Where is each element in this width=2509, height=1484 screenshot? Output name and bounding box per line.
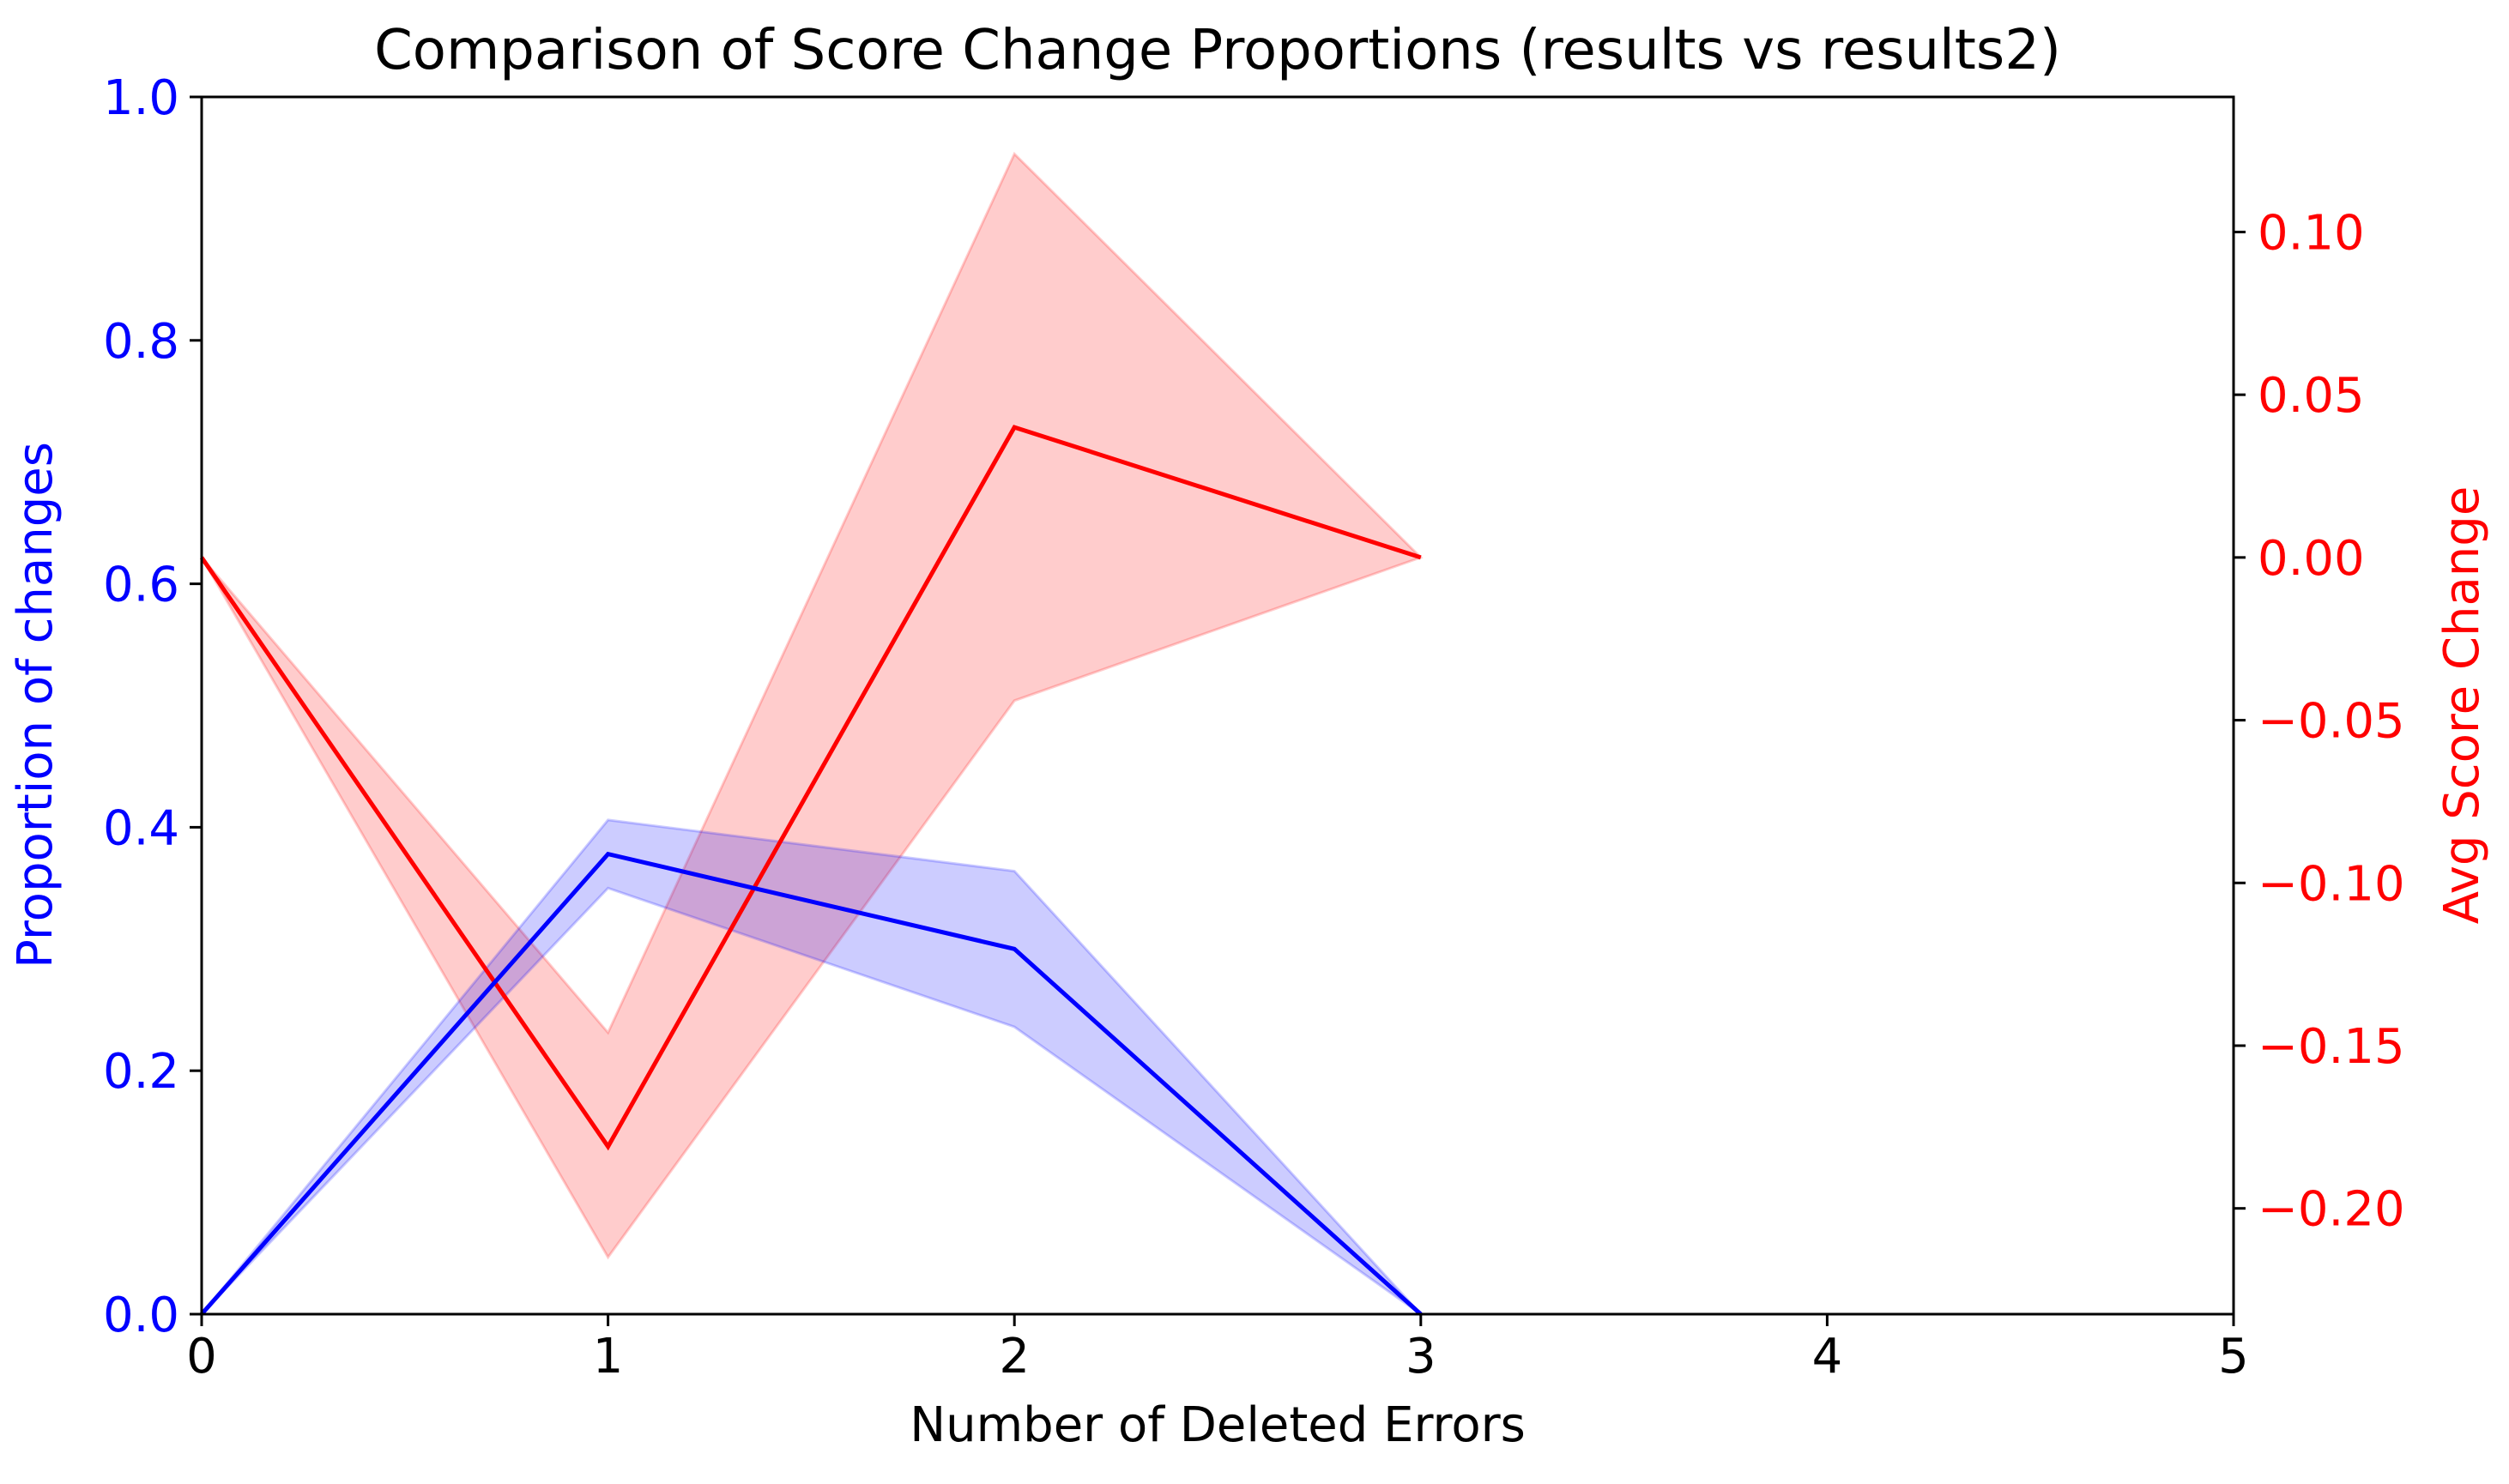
right-y-tick-label: −0.05 [2258, 694, 2405, 750]
right-y-tick-label: −0.10 [2258, 856, 2405, 912]
right-series-line [199, 425, 1422, 1151]
right-y-axis-label: Avg Score Change [2434, 486, 2490, 925]
x-axis: 0 1 2 3 4 5 [186, 1314, 2249, 1384]
left-y-axis-label: Proportion of changes [8, 442, 63, 968]
left-y-tick-label: 1.0 [103, 70, 179, 126]
left-series-band [200, 818, 1422, 1316]
x-tick-label: 1 [593, 1329, 624, 1384]
left-y-tick-label: 0.0 [103, 1288, 179, 1343]
left-y-axis: 0.0 0.2 0.4 0.6 0.8 1.0 [103, 70, 202, 1343]
left-y-tick-label: 0.4 [103, 800, 179, 856]
right-y-tick-label: 0.10 [2258, 205, 2365, 261]
plot-frame [200, 95, 2235, 1316]
right-series-band [200, 151, 1424, 1260]
series-lines [199, 425, 1423, 1316]
right-y-tick-label: 0.00 [2258, 531, 2365, 587]
x-tick-label: 3 [1406, 1329, 1436, 1384]
left-y-tick-label: 0.8 [103, 314, 179, 370]
x-axis-label: Number of Deleted Errors [910, 1397, 1526, 1453]
x-tick-label: 0 [186, 1329, 217, 1384]
x-tick-label: 4 [1812, 1329, 1843, 1384]
right-y-axis: −0.20 −0.15 −0.10 −0.05 0.00 0.05 0.10 [2234, 205, 2405, 1238]
x-tick-label: 5 [2218, 1329, 2249, 1384]
x-tick-label: 2 [999, 1329, 1030, 1384]
left-y-tick-label: 0.6 [103, 558, 179, 613]
left-series-line [200, 851, 1423, 1316]
confidence-bands [200, 151, 1424, 1316]
right-y-tick-label: −0.20 [2258, 1182, 2405, 1238]
left-y-tick-label: 0.2 [103, 1044, 179, 1100]
right-y-tick-label: 0.05 [2258, 368, 2365, 424]
chart-title: Comparison of Score Change Proportions (… [374, 19, 2061, 82]
right-y-tick-label: −0.15 [2258, 1019, 2405, 1075]
